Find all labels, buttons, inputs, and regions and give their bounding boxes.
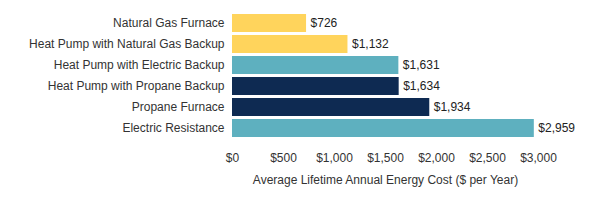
svg-text:Heat Pump with Electric Backup: Heat Pump with Electric Backup bbox=[54, 58, 225, 72]
svg-text:$1,934: $1,934 bbox=[434, 100, 471, 114]
svg-text:Electric Resistance: Electric Resistance bbox=[122, 121, 224, 135]
svg-text:$3,000: $3,000 bbox=[520, 151, 557, 165]
svg-text:$726: $726 bbox=[311, 16, 338, 30]
svg-text:Natural Gas Furnace: Natural Gas Furnace bbox=[113, 16, 225, 30]
svg-text:$1,631: $1,631 bbox=[403, 58, 440, 72]
svg-text:Heat Pump with Natural Gas Bac: Heat Pump with Natural Gas Backup bbox=[29, 37, 225, 51]
svg-text:Average Lifetime Annual Energy: Average Lifetime Annual Energy Cost ($ p… bbox=[253, 173, 518, 187]
svg-text:Heat Pump with Propane Backup: Heat Pump with Propane Backup bbox=[48, 79, 225, 93]
svg-text:$0: $0 bbox=[226, 151, 240, 165]
svg-text:$2,500: $2,500 bbox=[469, 151, 506, 165]
svg-text:$1,634: $1,634 bbox=[403, 79, 440, 93]
svg-text:$2,000: $2,000 bbox=[418, 151, 455, 165]
svg-text:$2,959: $2,959 bbox=[538, 121, 575, 135]
svg-text:$1,132: $1,132 bbox=[352, 37, 389, 51]
svg-text:$500: $500 bbox=[270, 151, 297, 165]
svg-text:$1,000: $1,000 bbox=[316, 151, 353, 165]
svg-text:$1,500: $1,500 bbox=[367, 151, 404, 165]
svg-text:Propane Furnace: Propane Furnace bbox=[132, 100, 225, 114]
